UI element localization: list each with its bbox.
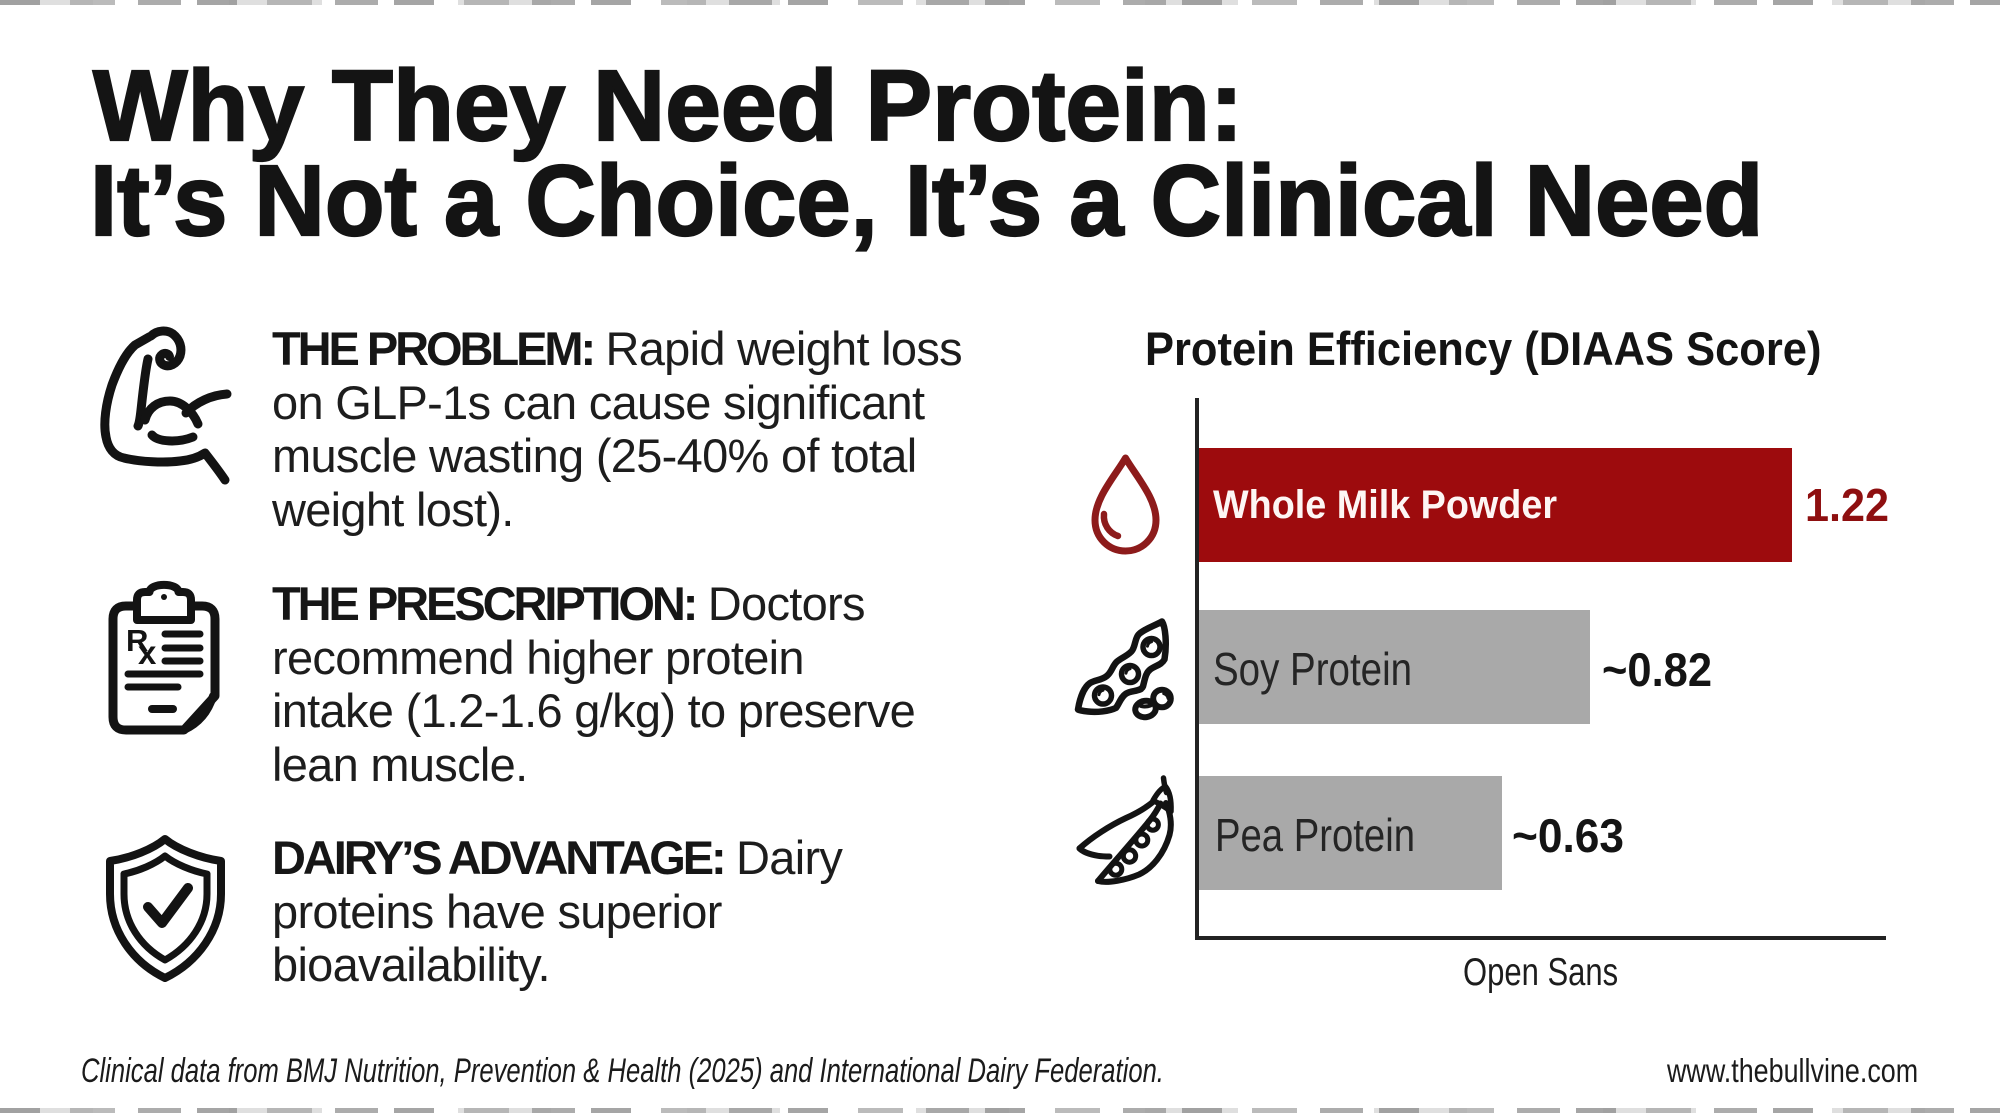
- svg-text:x: x: [138, 634, 157, 671]
- svg-text:R: R: [126, 623, 148, 658]
